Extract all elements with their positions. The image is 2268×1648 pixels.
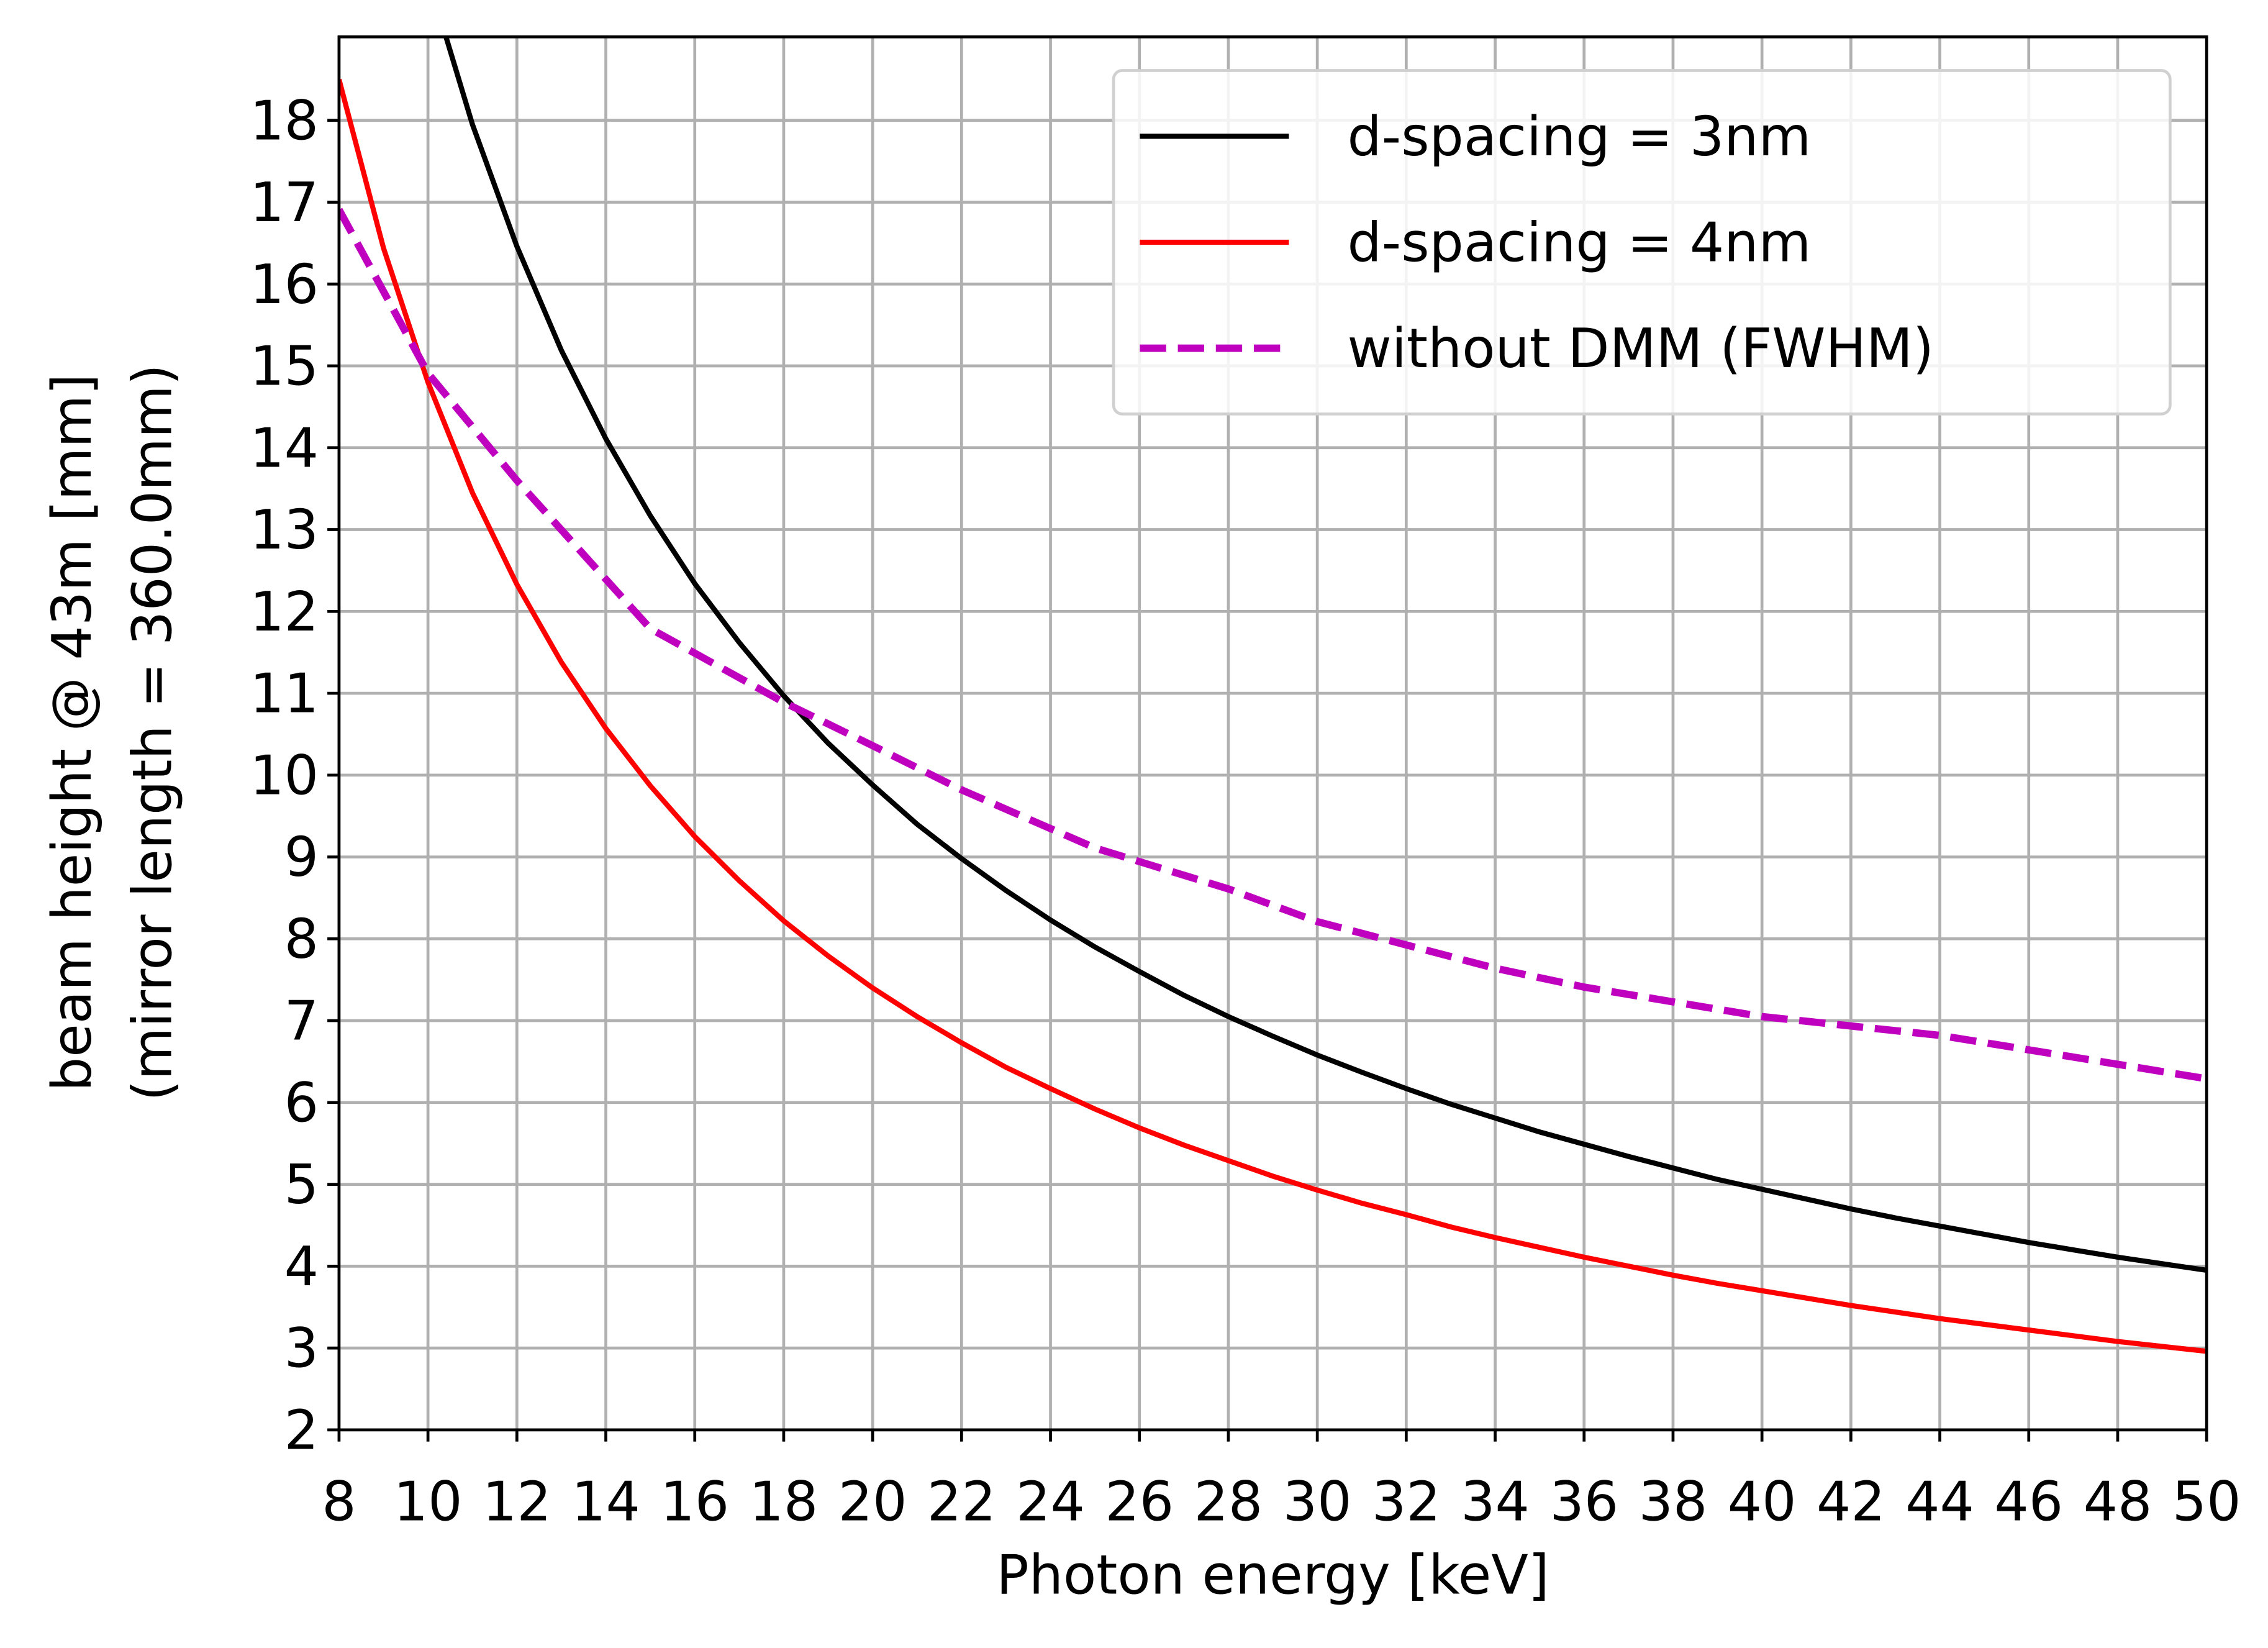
x-tick-label: 26 (1105, 1470, 1174, 1534)
plot-lines (338, 37, 2207, 1354)
legend-box (1112, 69, 2172, 416)
ticks: 8 10 12 14 16 18 20 22 24 26 28 30 32 34 36 38 40 42 44 46 4… (250, 89, 2241, 1533)
y-tick-label: 9 (284, 826, 319, 889)
x-tick-label: 12 (483, 1470, 551, 1534)
legend-label: d-spacing = 4nm (1348, 211, 1812, 275)
series-line (443, 37, 2207, 1273)
y-tick-label: 5 (284, 1153, 319, 1216)
x-tick-label: 42 (1817, 1470, 1885, 1534)
y-tick-label: 11 (250, 662, 319, 726)
x-tick-label: 30 (1283, 1470, 1352, 1534)
x-tick-label: 20 (838, 1470, 907, 1534)
x-tick-label: 46 (1994, 1470, 2063, 1534)
x-tick-label: 40 (1728, 1470, 1797, 1534)
y-tick-label: 13 (250, 498, 319, 562)
y-tick-label: 2 (284, 1398, 319, 1462)
y-tick-label: 8 (284, 908, 319, 971)
y-tick-label: 17 (250, 171, 319, 234)
y-tick-label: 14 (250, 416, 319, 480)
x-tick-label: 36 (1549, 1470, 1618, 1534)
x-tick-label: 38 (1639, 1470, 1708, 1534)
series-line (338, 78, 2207, 1354)
x-tick-label: 34 (1461, 1470, 1530, 1534)
legend-label: d-spacing = 3nm (1348, 105, 1812, 168)
y-tick-label: 6 (284, 1071, 319, 1134)
x-tick-label: 14 (571, 1470, 640, 1534)
plot-frame (337, 35, 2208, 1432)
x-tick-label: 50 (2172, 1470, 2241, 1534)
y-tick-label: 10 (250, 744, 319, 807)
x-tick-label: 44 (1905, 1470, 1974, 1534)
x-tick-label: 18 (750, 1470, 819, 1534)
y-tick-label: 7 (284, 990, 319, 1053)
legend-label: without DMM (FWHM) (1348, 317, 1934, 380)
x-tick-label: 32 (1372, 1470, 1441, 1534)
y-tick-label: 3 (284, 1317, 319, 1380)
x-tick-label: 48 (2084, 1470, 2152, 1534)
x-tick-label: 8 (322, 1470, 356, 1534)
x-axis-label: Photon energy [keV] (996, 1543, 1549, 1606)
y-tick-label: 18 (250, 89, 319, 152)
y-tick-label: 16 (250, 253, 319, 316)
x-tick-label: 16 (660, 1470, 729, 1534)
y-axis-label: beam height @ 43m [mm] (40, 374, 104, 1091)
y-tick-label: 4 (284, 1235, 319, 1298)
x-tick-label: 22 (927, 1470, 996, 1534)
legend: d-spacing = 3nm d-spacing = 4nm without DM… (1112, 69, 2172, 416)
x-tick-label: 28 (1194, 1470, 1263, 1534)
series-line (338, 207, 2207, 1083)
x-tick-label: 10 (394, 1470, 463, 1534)
y-tick-label: 12 (250, 580, 319, 644)
x-tick-label: 24 (1016, 1470, 1085, 1534)
y-axis-label: (mirror length = 360.0mm) (120, 364, 184, 1101)
y-tick-label: 15 (250, 335, 319, 398)
